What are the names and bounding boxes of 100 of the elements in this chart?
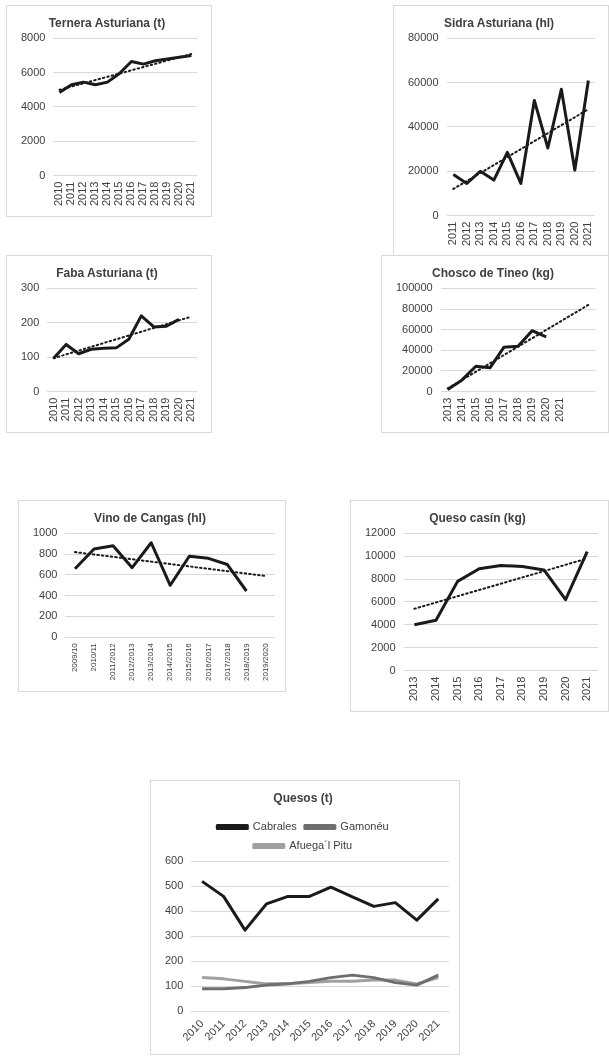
y-tick-label: 6000 bbox=[371, 595, 396, 607]
x-tick-label: 2014 bbox=[486, 221, 499, 247]
x-tick-label: 2019 bbox=[159, 397, 172, 423]
x-tick-label: 2021 bbox=[553, 397, 566, 423]
x-tick-label: 2021 bbox=[184, 397, 197, 423]
y-tick-label: 8000 bbox=[20, 31, 46, 44]
x-tick-label: 2017 bbox=[134, 397, 147, 423]
y-tick-label: 100 bbox=[164, 979, 184, 992]
y-tick-label: 400 bbox=[164, 904, 184, 917]
y-tick-label: 60000 bbox=[402, 322, 433, 335]
y-tick-label: 4000 bbox=[20, 100, 46, 112]
y-tick-label: 80000 bbox=[402, 302, 433, 315]
y-tick-label: 100 bbox=[20, 350, 40, 363]
x-tick-label: 2019 bbox=[537, 676, 550, 702]
x-tick-label: 2014 bbox=[100, 181, 113, 207]
y-tick-label: 500 bbox=[164, 879, 184, 892]
y-tick-label: 400 bbox=[39, 588, 58, 601]
legend-label: Gamonéu bbox=[340, 819, 389, 832]
chart-title: Sidra Asturiana (hl) bbox=[443, 15, 555, 30]
y-tick-label: 20000 bbox=[407, 164, 439, 177]
x-tick-label: 2020 bbox=[172, 181, 185, 207]
x-tick-label: 2011/2012 bbox=[108, 642, 118, 681]
x-tick-label: 2020 bbox=[567, 221, 580, 247]
x-tick-label: 2014 bbox=[454, 397, 467, 423]
x-tick-label: 2016 bbox=[482, 397, 495, 423]
y-tick-label: 2000 bbox=[371, 640, 396, 653]
x-tick-label: 2015/2016 bbox=[184, 642, 194, 682]
x-tick-label: 2013 bbox=[88, 181, 101, 207]
y-tick-label: 200 bbox=[39, 609, 58, 622]
y-tick-label: 1000 bbox=[32, 526, 58, 539]
x-tick-label: 2019/2020 bbox=[260, 642, 270, 682]
x-tick-label: 2018 bbox=[515, 676, 528, 702]
x-tick-label: 2021 bbox=[581, 221, 594, 247]
x-tick-label: 2020 bbox=[558, 676, 571, 702]
y-tick-label: 0 bbox=[426, 384, 433, 397]
y-tick-label: 100000 bbox=[395, 281, 433, 294]
x-tick-label: 2019 bbox=[160, 181, 173, 207]
y-tick-label: 4000 bbox=[371, 617, 396, 630]
y-tick-label: 10000 bbox=[364, 549, 396, 562]
y-tick-label: 40000 bbox=[407, 120, 439, 132]
x-tick-label: 2018 bbox=[540, 221, 553, 247]
x-tick-label: 2011 bbox=[59, 397, 72, 422]
x-tick-label: 2014/2015 bbox=[165, 642, 175, 682]
x-tick-label: 2009/10 bbox=[70, 642, 80, 673]
x-tick-label: 2012 bbox=[459, 221, 472, 247]
x-tick-label: 2013 bbox=[440, 397, 453, 423]
chart-title: Ternera Asturiana (t) bbox=[48, 15, 166, 30]
x-tick-label: 2018 bbox=[511, 397, 524, 423]
x-tick-label: 2016 bbox=[121, 397, 134, 423]
x-tick-label: 2019 bbox=[554, 221, 567, 247]
y-tick-label: 20000 bbox=[402, 363, 433, 376]
x-tick-label: 2017 bbox=[493, 676, 506, 702]
x-tick-label: 2015 bbox=[450, 676, 463, 702]
x-tick-label: 2015 bbox=[500, 221, 513, 247]
x-tick-label: 2016 bbox=[472, 676, 485, 702]
chart-title: Quesos (t) bbox=[273, 790, 333, 805]
y-tick-label: 0 bbox=[39, 168, 46, 181]
x-tick-label: 2012 bbox=[71, 397, 84, 423]
y-tick-label: 12000 bbox=[364, 526, 396, 539]
y-tick-label: 600 bbox=[164, 854, 184, 867]
y-tick-label: 0 bbox=[389, 663, 396, 676]
x-tick-label: 2015 bbox=[468, 397, 481, 423]
y-tick-label: 80000 bbox=[407, 31, 439, 44]
x-tick-label: 2013 bbox=[407, 676, 420, 702]
chart-title: Queso casín (kg) bbox=[429, 510, 526, 525]
x-tick-label: 2017 bbox=[497, 397, 510, 423]
x-tick-label: 2014 bbox=[96, 397, 109, 423]
x-tick-label: 2012/2013 bbox=[127, 642, 137, 682]
y-tick-label: 800 bbox=[39, 547, 58, 560]
chart-title: Vino de Cangas (hl) bbox=[94, 510, 206, 525]
x-tick-label: 2018/2019 bbox=[241, 642, 251, 682]
x-tick-label: 2014 bbox=[429, 676, 442, 702]
y-tick-label: 200 bbox=[20, 315, 40, 328]
y-tick-label: 2000 bbox=[20, 134, 46, 147]
y-tick-label: 0 bbox=[33, 384, 40, 397]
x-tick-label: 2017/2018 bbox=[222, 642, 232, 682]
legend-label: Afuega´l Pitu bbox=[289, 838, 353, 851]
legend-label: Cabrales bbox=[252, 819, 298, 832]
y-tick-label: 60000 bbox=[407, 75, 439, 88]
x-tick-label: 2010 bbox=[52, 181, 65, 207]
x-tick-label: 2013 bbox=[473, 221, 486, 247]
x-tick-label: 2012 bbox=[76, 181, 89, 207]
x-tick-label: 2018 bbox=[148, 181, 161, 207]
y-tick-label: 300 bbox=[164, 929, 184, 942]
x-tick-label: 2015 bbox=[112, 181, 125, 207]
y-tick-label: 200 bbox=[164, 954, 184, 967]
y-tick-label: 600 bbox=[39, 567, 58, 580]
x-tick-label: 2010 bbox=[46, 397, 59, 423]
y-tick-label: 8000 bbox=[371, 572, 396, 585]
y-tick-label: 6000 bbox=[20, 65, 46, 78]
x-tick-label: 2011 bbox=[446, 221, 459, 246]
x-tick-label: 2021 bbox=[184, 181, 197, 207]
x-tick-label: 2020 bbox=[171, 397, 184, 423]
x-tick-label: 2017 bbox=[527, 221, 540, 247]
chart-title: Faba Asturiana (t) bbox=[56, 265, 158, 280]
y-tick-label: 0 bbox=[177, 1004, 184, 1017]
x-tick-label: 2019 bbox=[525, 397, 538, 423]
x-tick-label: 2013/2014 bbox=[146, 642, 156, 682]
y-tick-label: 0 bbox=[51, 630, 58, 643]
y-tick-label: 300 bbox=[20, 281, 40, 294]
